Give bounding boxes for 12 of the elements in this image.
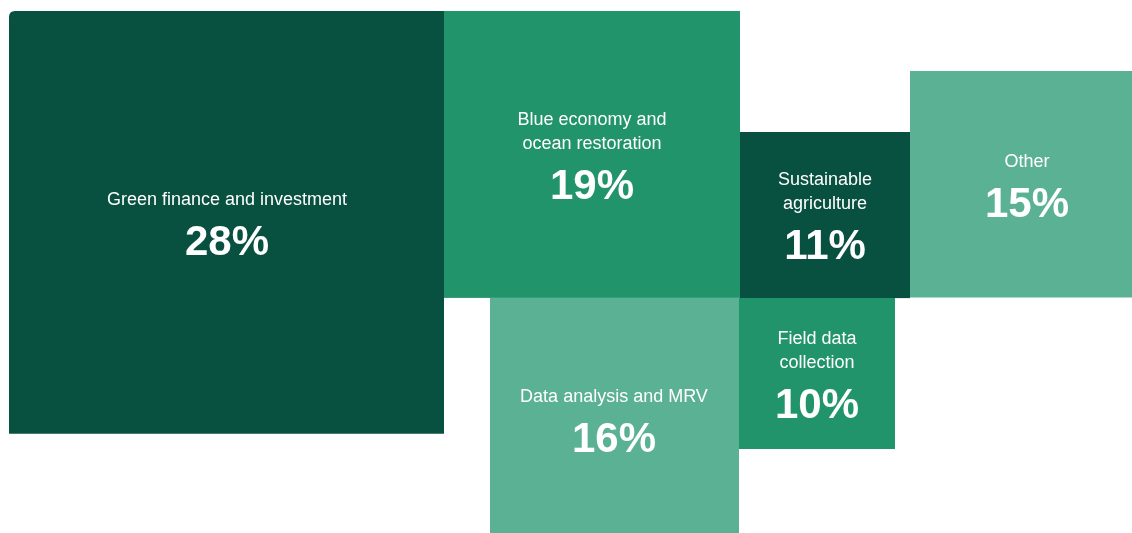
category-label: Data analysis and MRV — [520, 386, 708, 406]
data-label: 10% — [774, 380, 860, 427]
data-label: 15% — [984, 179, 1070, 226]
data-label: 11% — [784, 221, 866, 268]
category-label: Blue economy and ocean restoration — [517, 109, 667, 153]
data-label: 16% — [571, 414, 657, 461]
data-label: 28% — [184, 217, 270, 264]
category-label: Green finance and investment — [106, 189, 348, 209]
category-label: Other — [1004, 151, 1050, 171]
data-label: 19% — [549, 161, 635, 208]
category-label: Sustainable agriculture — [777, 169, 873, 213]
category-label: Field data collection — [777, 328, 858, 372]
